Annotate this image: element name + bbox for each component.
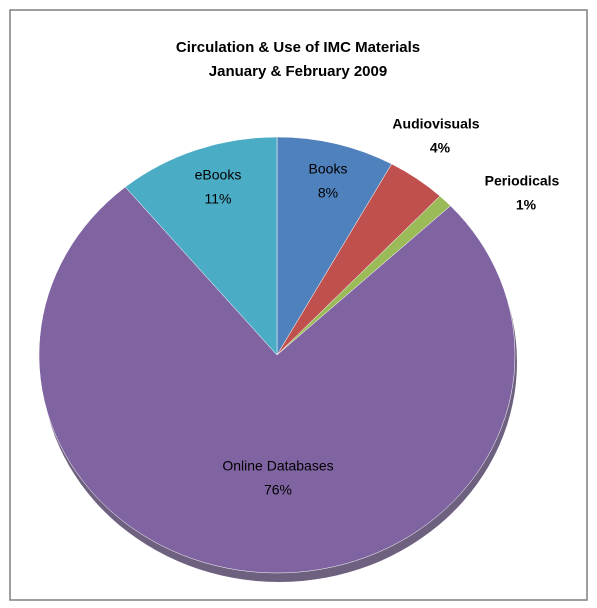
slice-label: Audiovisuals [392,116,479,132]
pie-slice [276,136,393,356]
slice-value-label: 76% [264,482,292,498]
pie-slice [38,186,516,574]
slice-label: eBooks [195,167,242,183]
slice-value-label: 1% [516,197,537,213]
slice-label: Periodicals [485,173,560,189]
slice-value-label: 11% [205,191,232,207]
slice-value-label: 4% [430,140,451,156]
slice-value-label: 8% [318,185,338,201]
chart-title: Circulation & Use of IMC Materials [176,39,420,56]
slice-label: Online Databases [222,458,333,474]
chart-subtitle: January & February 2009 [209,63,387,80]
pie-slice [124,136,278,356]
slice-label: Books [309,161,348,177]
